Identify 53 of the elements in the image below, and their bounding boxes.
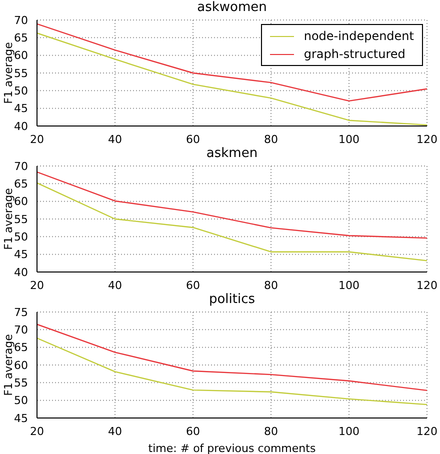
line-series xyxy=(37,23,427,102)
x-tick-label: 100 xyxy=(338,278,360,292)
line-series xyxy=(37,171,427,239)
x-tick-label: 40 xyxy=(108,132,122,146)
chart-title: askwomen xyxy=(196,0,268,15)
legend-label: graph-structured xyxy=(304,46,406,63)
legend-label: node-independent xyxy=(304,28,414,45)
y-axis-title: F1 average xyxy=(2,188,15,250)
y-axis-title: F1 average xyxy=(2,334,15,396)
y-tick-label: 65 xyxy=(14,32,28,45)
line-series xyxy=(37,338,427,406)
y-tick-label: 70 xyxy=(14,160,28,173)
y-tick-label: 60 xyxy=(14,358,28,372)
y-tick-label: 40 xyxy=(14,266,28,279)
y-tick-label: 70 xyxy=(14,14,28,27)
chart-title: politics xyxy=(208,292,256,307)
x-tick-label: 120 xyxy=(416,132,438,146)
x-axis-title: time: # of previous comments xyxy=(148,442,316,454)
y-tick-label: 50 xyxy=(14,230,28,244)
y-tick-label: 45 xyxy=(14,412,28,425)
y-tick-label: 70 xyxy=(14,324,28,337)
x-tick-label: 120 xyxy=(416,424,438,438)
x-tick-label: 100 xyxy=(338,424,360,438)
x-tick-label: 20 xyxy=(30,278,44,292)
y-tick-label: 65 xyxy=(14,341,28,354)
chart-title: askmen xyxy=(205,146,259,161)
y-tick-label: 40 xyxy=(14,120,28,133)
y-tick-label: 50 xyxy=(14,84,28,98)
x-tick-label: 20 xyxy=(30,132,44,146)
y-tick-label: 55 xyxy=(14,376,28,390)
x-tick-label: 60 xyxy=(186,278,200,292)
y-tick-label: 65 xyxy=(14,178,28,191)
x-tick-label: 60 xyxy=(186,424,200,438)
x-tick-label: 20 xyxy=(30,424,44,438)
y-tick-label: 60 xyxy=(14,49,28,62)
x-tick-label: 80 xyxy=(264,132,278,146)
x-tick-label: 60 xyxy=(186,132,200,146)
y-tick-label: 45 xyxy=(14,248,28,262)
y-tick-label: 60 xyxy=(14,195,28,208)
y-tick-label: 50 xyxy=(14,394,28,408)
y-tick-label: 75 xyxy=(14,306,28,319)
x-tick-label: 80 xyxy=(264,278,278,292)
x-tick-label: 120 xyxy=(416,278,438,292)
line-series xyxy=(37,182,427,262)
x-tick-label: 40 xyxy=(108,424,122,438)
y-axis-title: F1 average xyxy=(2,42,15,104)
x-tick-label: 100 xyxy=(338,132,360,146)
x-tick-label: 80 xyxy=(264,424,278,438)
y-tick-label: 45 xyxy=(14,102,28,116)
line-series xyxy=(37,324,427,392)
x-tick-label: 40 xyxy=(108,278,122,292)
y-tick-label: 55 xyxy=(14,212,28,226)
y-tick-label: 55 xyxy=(14,66,28,80)
